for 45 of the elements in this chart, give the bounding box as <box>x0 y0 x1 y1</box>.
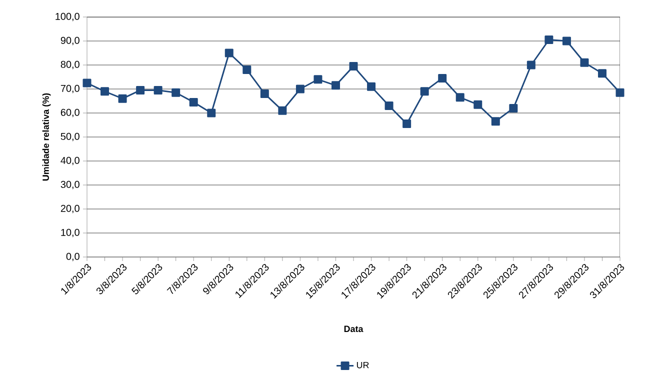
y-tick-label: 100,0 <box>56 12 80 22</box>
y-tick-label: 20,0 <box>60 204 80 214</box>
y-tick-label: 80,0 <box>60 60 80 70</box>
y-tick-label: 90,0 <box>60 36 80 46</box>
point <box>207 108 216 118</box>
point <box>616 88 624 97</box>
point <box>544 36 554 44</box>
y-axis-title: Umidade relativa (%) <box>42 93 51 181</box>
point <box>154 86 162 94</box>
point <box>349 62 358 70</box>
point <box>526 60 536 70</box>
point <box>367 82 376 91</box>
y-tick-label: 30,0 <box>60 180 80 190</box>
point <box>118 94 127 103</box>
point <box>314 75 322 84</box>
point <box>580 58 589 67</box>
point <box>278 106 287 115</box>
point <box>172 88 180 97</box>
y-tick-label: 40,0 <box>60 156 80 166</box>
point <box>438 74 447 82</box>
point <box>456 93 464 102</box>
point <box>598 69 606 78</box>
point <box>224 48 234 58</box>
point <box>420 87 429 96</box>
point <box>402 120 412 128</box>
point <box>136 86 145 94</box>
point <box>331 81 340 90</box>
y-tick-label: 10,0 <box>61 228 80 238</box>
point <box>189 98 198 106</box>
point <box>82 78 92 88</box>
x-axis-title: Data <box>344 326 364 332</box>
point <box>491 117 500 126</box>
point <box>562 36 571 46</box>
y-tick-label: 60,0 <box>60 108 80 118</box>
y-tick-label: 0,0 <box>66 252 80 262</box>
point <box>242 66 252 74</box>
point <box>296 84 304 94</box>
y-tick-label: 70,0 <box>60 84 80 94</box>
legend-label: UR <box>356 362 369 368</box>
point <box>384 102 394 110</box>
point <box>100 87 110 96</box>
y-tick-label: 50,0 <box>60 132 80 142</box>
point <box>509 104 518 112</box>
point <box>260 90 269 98</box>
point <box>474 100 482 109</box>
